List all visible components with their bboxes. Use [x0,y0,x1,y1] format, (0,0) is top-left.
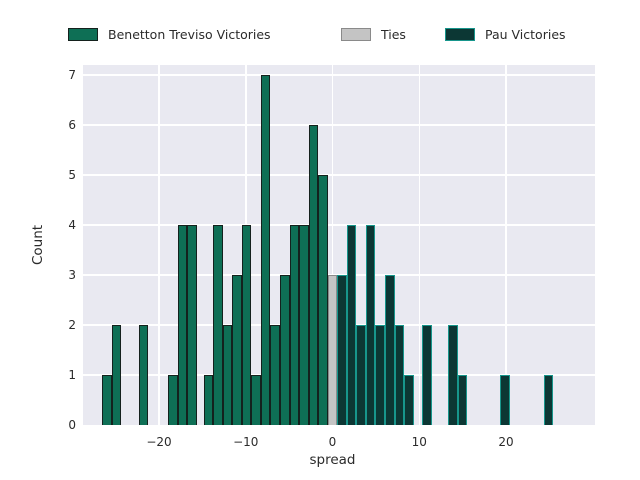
x-tick-label: −20 [146,435,172,449]
histogram-bar [168,375,178,425]
histogram-bar [500,375,510,425]
histogram-bar [177,225,188,425]
histogram-bar [102,375,112,425]
histogram-bar [346,225,357,425]
histogram-bar [111,325,122,425]
histogram-bar [394,325,405,425]
x-axis-title: spread [309,452,356,468]
gridline-horizontal [83,224,595,226]
y-tick-label: 7 [68,68,76,82]
gridline-vertical [331,65,334,425]
legend-label-pau: Pau Victories [485,27,566,42]
histogram-bar [138,325,149,425]
y-tick-label: 6 [68,118,76,132]
histogram-bar [213,225,223,425]
histogram-bar [356,325,366,425]
histogram-bar [308,125,319,425]
plot-area [83,65,595,425]
histogram-bar [422,325,432,425]
y-tick-label: 3 [68,268,76,282]
histogram-bar [327,275,338,425]
histogram-bar [337,275,347,425]
x-tick-label: 0 [328,435,337,449]
histogram-bar [232,275,242,425]
gridline-vertical [158,65,160,425]
histogram-bar [289,225,300,425]
y-tick-label: 0 [68,418,76,432]
histogram-bar [251,375,261,425]
histogram-bar [457,375,468,425]
histogram-bar [187,225,197,425]
gridline-horizontal [83,74,595,76]
histogram-bar [375,325,385,425]
gridline-vertical [418,65,420,425]
gridline-horizontal [83,124,595,126]
legend-label-treviso: Benetton Treviso Victories [108,27,271,42]
legend-label-ties: Ties [381,27,406,42]
histogram-bar [270,325,280,425]
histogram-bar [404,375,414,425]
y-axis-title: Count [30,224,46,266]
histogram-bar [280,275,290,425]
legend-swatch-treviso [68,28,98,41]
histogram-bar [299,225,309,425]
histogram-bar [241,225,252,425]
histogram-bar [384,275,395,425]
gridline-horizontal [83,174,595,176]
histogram-bar [203,375,214,425]
gridline-vertical [505,65,507,425]
y-tick-label: 1 [68,368,76,382]
histogram-bar [543,375,554,425]
x-tick-label: 20 [498,435,514,449]
legend-swatch-ties [341,28,371,41]
y-tick-label: 2 [68,318,76,332]
histogram-bar [318,175,328,425]
histogram-bar [365,225,376,425]
histogram-bar [260,75,271,425]
x-tick-label: 10 [411,435,427,449]
histogram-bar [448,325,458,425]
legend-swatch-pau [445,28,475,41]
y-tick-label: 4 [68,218,76,232]
y-tick-label: 5 [68,168,76,182]
histogram-bar [222,325,233,425]
x-tick-label: −10 [233,435,259,449]
